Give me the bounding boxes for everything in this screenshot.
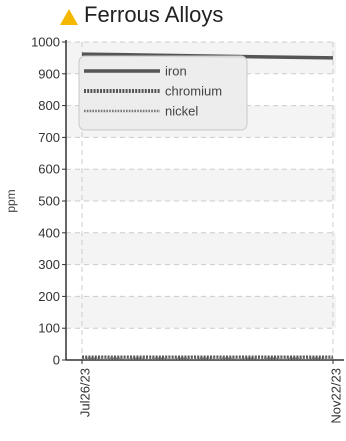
y-axis-ticks: 0 100 200 300 400 500 600 700 800 900 1000 <box>31 35 66 368</box>
plot-band <box>66 296 336 329</box>
legend: iron chromium nickel <box>78 55 248 131</box>
y-tick-label: 800 <box>38 98 60 113</box>
plot-band <box>66 232 336 265</box>
legend-label-chromium: chromium <box>165 84 222 99</box>
y-axis-title: ppm <box>4 189 18 212</box>
y-tick-label: 700 <box>38 130 60 145</box>
chart-header: Ferrous Alloys <box>0 0 346 36</box>
x-axis-ticks: Jul26/23 Nov22/23 <box>77 360 343 424</box>
y-tick-label: 200 <box>38 289 60 304</box>
warning-triangle-icon <box>60 9 78 25</box>
y-tick-label: 100 <box>38 321 60 336</box>
plot-band <box>66 169 336 201</box>
y-tick-label: 1000 <box>31 35 60 50</box>
y-tick-label: 0 <box>53 353 60 368</box>
legend-label-iron: iron <box>165 64 187 79</box>
y-tick-label: 900 <box>38 66 60 81</box>
y-tick-label: 400 <box>38 225 60 240</box>
x-tick-label: Jul26/23 <box>77 368 92 417</box>
y-tick-label: 500 <box>38 194 60 209</box>
legend-label-nickel: nickel <box>165 104 198 119</box>
y-tick-label: 300 <box>38 257 60 272</box>
chart-title: Ferrous Alloys <box>84 2 224 27</box>
y-tick-label: 600 <box>38 162 60 177</box>
x-tick-label: Nov22/23 <box>328 368 343 424</box>
axes <box>65 40 344 361</box>
